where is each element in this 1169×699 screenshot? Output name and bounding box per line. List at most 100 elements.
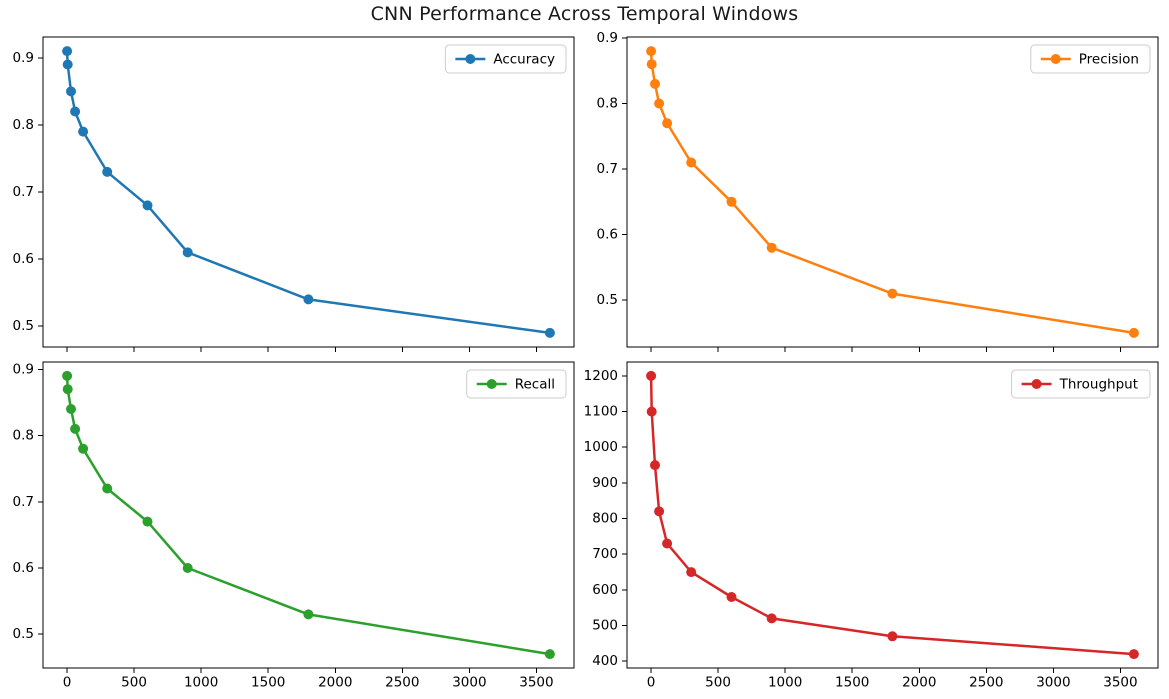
legend-marker-sample bbox=[486, 379, 497, 389]
subplot-accuracy: 0.5 0.6 0.7 0.8 0.9 Accuracy bbox=[13, 36, 575, 352]
precision-data-point bbox=[766, 242, 777, 253]
legend-label: Accuracy bbox=[493, 52, 555, 68]
accuracy-data-point bbox=[102, 166, 113, 177]
y-tick-label: 1000 bbox=[584, 439, 618, 455]
x-tick-label: 500 bbox=[121, 675, 147, 691]
legend-marker-sample bbox=[465, 54, 476, 64]
legend-marker-sample bbox=[1050, 54, 1061, 64]
accuracy-data-point bbox=[142, 200, 153, 211]
x-tick-label: 3000 bbox=[452, 675, 486, 691]
y-tick-label: 0.7 bbox=[13, 494, 34, 510]
y-tick-label: 700 bbox=[592, 546, 618, 562]
recall-data-point bbox=[102, 483, 113, 494]
legend-precision: Precision bbox=[1030, 44, 1151, 74]
x-tick-label: 1500 bbox=[835, 675, 869, 691]
x-tick-label: 3000 bbox=[1036, 675, 1070, 691]
legend-recall: Recall bbox=[466, 369, 567, 399]
precision-data-point bbox=[646, 59, 657, 70]
y-tick-label: 500 bbox=[592, 618, 618, 634]
x-tick-label: 1000 bbox=[768, 675, 802, 691]
y-tick-label: 0.7 bbox=[13, 184, 34, 200]
precision-data-point bbox=[646, 46, 657, 57]
y-tick-label: 0.9 bbox=[13, 361, 34, 377]
x-tick-label: 1500 bbox=[251, 675, 285, 691]
recall-data-point bbox=[70, 423, 81, 434]
throughput-data-point bbox=[887, 631, 898, 642]
throughput-line bbox=[649, 374, 1136, 656]
x-tick-label: 2000 bbox=[318, 675, 352, 691]
y-tick-label: 0.6 bbox=[13, 251, 34, 267]
accuracy-data-point bbox=[62, 46, 73, 57]
y-tick-label: 1100 bbox=[584, 404, 618, 420]
legend-frame bbox=[444, 44, 567, 74]
accuracy-data-point bbox=[66, 86, 76, 97]
x-tick-label: 1000 bbox=[184, 675, 218, 691]
legend-frame bbox=[1030, 44, 1151, 74]
axes-frame bbox=[626, 36, 1159, 348]
recall-data-point bbox=[78, 443, 89, 454]
axes-background bbox=[43, 362, 574, 668]
legend-frame bbox=[1011, 369, 1151, 399]
x-tick-label: 0 bbox=[63, 675, 72, 691]
y-tick-label: 0.7 bbox=[597, 161, 618, 177]
y-tick-label: 0.9 bbox=[597, 30, 618, 46]
throughput-data-point bbox=[646, 406, 657, 417]
accuracy-data-point bbox=[544, 327, 555, 338]
y-tick-label: 0.6 bbox=[597, 227, 618, 243]
legend-label: Recall bbox=[515, 377, 555, 393]
subplot-recall: 0 500 1000 1500 2000 2500 3000 3500 0.5 0.6 0.7 0.8… bbox=[13, 361, 575, 691]
recall-line bbox=[65, 374, 552, 656]
axes-background bbox=[627, 37, 1158, 347]
y-tick-label: 0.5 bbox=[13, 318, 34, 334]
y-tick-label: 0.8 bbox=[13, 117, 34, 133]
legend-label: Precision bbox=[1079, 52, 1139, 68]
y-tick-label: 0.8 bbox=[597, 96, 618, 112]
precision-data-point bbox=[662, 118, 673, 129]
x-tick-label: 500 bbox=[705, 675, 731, 691]
legend-frame bbox=[466, 369, 567, 399]
precision-data-point bbox=[654, 98, 665, 109]
throughput-data-point bbox=[662, 538, 673, 549]
precision-data-point bbox=[887, 288, 898, 299]
x-tick-label: 0 bbox=[647, 675, 656, 691]
y-tick-label: 0.8 bbox=[13, 428, 34, 444]
precision-data-point bbox=[1128, 327, 1139, 338]
axes-frame bbox=[42, 361, 575, 669]
throughput-data-point bbox=[1128, 649, 1139, 660]
y-tick-label: 0.5 bbox=[13, 626, 34, 642]
legend-label: Throughput bbox=[1059, 377, 1138, 393]
y-tick-label: 900 bbox=[592, 475, 618, 491]
figure-title: CNN Performance Across Temporal Windows bbox=[370, 3, 799, 25]
x-tick-label: 2500 bbox=[969, 675, 1003, 691]
axes-frame bbox=[626, 361, 1159, 669]
recall-data-point bbox=[303, 609, 314, 620]
throughput-data-point bbox=[686, 567, 697, 578]
y-tick-label: 400 bbox=[592, 653, 618, 669]
legend-marker-sample bbox=[1031, 379, 1042, 389]
legend-accuracy: Accuracy bbox=[444, 44, 567, 74]
recall-data-point bbox=[66, 404, 76, 414]
y-tick-label: 1200 bbox=[584, 368, 618, 384]
throughput-data-point bbox=[654, 506, 665, 517]
accuracy-data-point bbox=[78, 126, 89, 137]
accuracy-data-point bbox=[303, 294, 314, 305]
recall-data-point bbox=[62, 384, 73, 395]
y-tick-label: 800 bbox=[592, 511, 618, 527]
legend-throughput: Throughput bbox=[1011, 369, 1151, 399]
subplot-throughput: 0 500 1000 1500 2000 2500 3000 3500 400 500 600 700… bbox=[584, 361, 1159, 691]
recall-data-point bbox=[544, 649, 555, 660]
y-tick-label: 600 bbox=[592, 582, 618, 598]
axes-background bbox=[627, 362, 1158, 668]
precision-data-point bbox=[650, 78, 660, 89]
x-tick-label: 3500 bbox=[1103, 675, 1137, 691]
throughput-data-point bbox=[646, 370, 657, 381]
precision-line bbox=[649, 49, 1136, 335]
recall-data-point bbox=[182, 563, 193, 573]
precision-data-point bbox=[726, 196, 737, 207]
x-tick-label: 2000 bbox=[902, 675, 936, 691]
x-tick-label: 3500 bbox=[519, 675, 553, 691]
x-tick-label: 2500 bbox=[385, 675, 419, 691]
y-tick-label: 0.9 bbox=[13, 50, 34, 66]
